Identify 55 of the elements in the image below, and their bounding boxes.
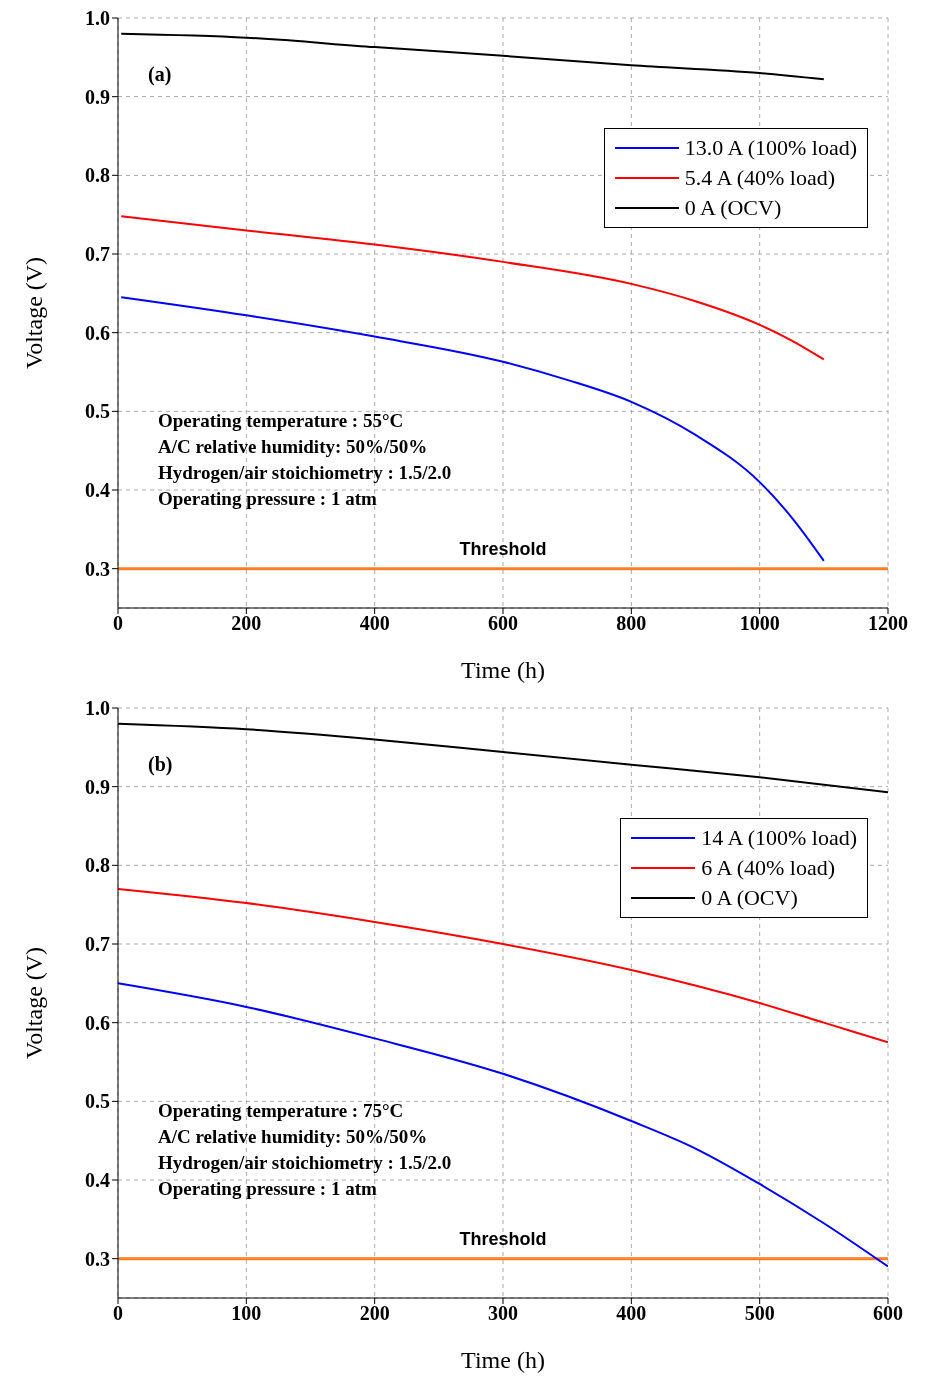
x-tick-label: 600 <box>488 612 518 635</box>
x-tick-label: 1000 <box>739 612 780 635</box>
legend-label: 6 A (40% load) <box>701 854 835 882</box>
annotation: Operating temperature : 55°C <box>158 409 405 433</box>
x-tick-label: 400 <box>359 612 390 635</box>
y-tick-label: 0.5 <box>85 400 110 423</box>
line-series <box>120 296 825 562</box>
text: (a) <box>148 63 172 86</box>
line-series <box>118 982 888 1268</box>
y-tick-label: 0.9 <box>85 775 110 798</box>
annotation: Operating pressure : 1 atm <box>158 487 378 511</box>
legend-label: 5.4 A (40% load) <box>684 164 835 192</box>
ref-line-label: Threshold <box>459 1229 547 1250</box>
y-tick-label: 0.7 <box>85 243 110 266</box>
legend-label: 13.0 A (100% load) <box>684 134 857 162</box>
x-axis-title: Time (h) <box>461 1347 545 1373</box>
y-tick-label: 0.3 <box>85 1247 110 1270</box>
legend-label: 14 A (100% load) <box>701 824 857 852</box>
y-tick-label: 0.6 <box>85 321 110 344</box>
x-tick-label: 100 <box>231 1302 262 1325</box>
x-tick-label: 400 <box>616 1302 647 1325</box>
x-tick-label: 1200 <box>868 612 908 635</box>
x-tick-label: 600 <box>873 1302 903 1325</box>
x-tick-label: 500 <box>744 1302 775 1325</box>
x-axis-title: Time (h) <box>461 657 545 683</box>
y-tick-label: 1.0 <box>85 7 110 30</box>
y-tick-label: 0.4 <box>85 479 110 502</box>
x-tick-label: 200 <box>231 612 262 635</box>
annotation: Operating pressure : 1 atm <box>158 1177 378 1201</box>
y-tick-label: 0.8 <box>85 164 110 187</box>
y-tick-label: 0.7 <box>85 933 110 956</box>
y-tick-label: 0.6 <box>85 1011 110 1034</box>
x-tick-label: 0 <box>113 1302 123 1325</box>
y-tick-label: 0.3 <box>85 557 110 580</box>
y-axis-title: Voltage (V) <box>20 946 47 1060</box>
x-tick-label: 800 <box>616 612 647 635</box>
legend-label: 0 A (OCV) <box>684 194 782 222</box>
x-tick-label: 0 <box>113 612 123 635</box>
ref-line-label: Threshold <box>459 539 547 560</box>
annotation: Hydrogen/air stoichiometry : 1.5/2.0 <box>158 1151 452 1175</box>
y-tick-label: 0.4 <box>85 1169 110 1192</box>
y-axis-title: Voltage (V) <box>20 256 47 370</box>
annotation: A/C relative humidity: 50%/50% <box>158 1125 429 1149</box>
y-tick-label: 0.5 <box>85 1090 110 1113</box>
text: (b) <box>148 753 173 776</box>
x-tick-label: 300 <box>488 1302 518 1325</box>
annotation: Hydrogen/air stoichiometry : 1.5/2.0 <box>158 461 452 485</box>
line-series <box>118 887 888 1044</box>
y-tick-label: 0.9 <box>85 85 110 108</box>
annotation: Operating temperature : 75°C <box>158 1099 405 1123</box>
x-tick-label: 200 <box>359 1302 390 1325</box>
y-tick-label: 1.0 <box>85 697 110 720</box>
legend-label: 0 A (OCV) <box>701 884 798 912</box>
annotation: A/C relative humidity: 50%/50% <box>158 435 429 459</box>
y-tick-label: 0.8 <box>85 854 110 877</box>
